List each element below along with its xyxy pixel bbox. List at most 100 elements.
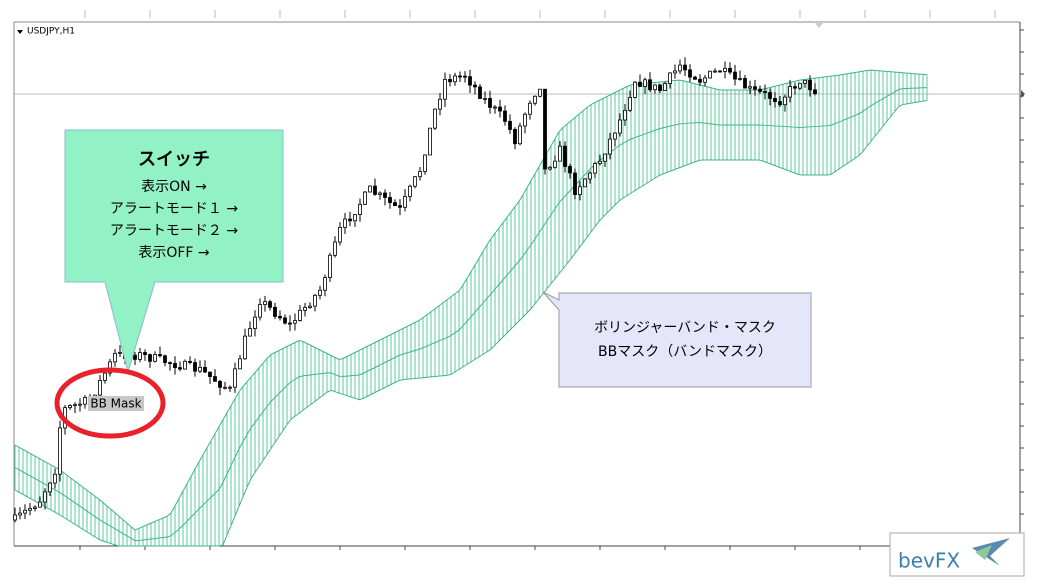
- candle-body: [448, 78, 452, 83]
- candle-body: [718, 70, 722, 73]
- candle-body: [473, 84, 477, 88]
- candle-body: [538, 88, 542, 97]
- candle-body: [683, 64, 687, 71]
- candle-body: [568, 166, 572, 174]
- candle-body: [763, 91, 767, 93]
- candle-body: [323, 277, 327, 291]
- candle-body: [228, 386, 232, 389]
- candle-body: [743, 78, 747, 89]
- candle-body: [403, 196, 407, 208]
- band-upper: [14, 69, 928, 531]
- candle-body: [658, 84, 662, 91]
- candle-body: [138, 352, 142, 360]
- candle-body: [438, 98, 442, 110]
- candle-body: [413, 176, 417, 187]
- candle-body: [423, 154, 427, 172]
- candle-body: [758, 88, 762, 92]
- candle-body: [248, 328, 252, 337]
- candle-body: [733, 71, 737, 80]
- callout-line: 表示ON →: [141, 179, 207, 195]
- callout-line: ボリンジャーバンド・マスク: [594, 320, 776, 336]
- bb-mask-button[interactable]: BB Mask: [88, 396, 144, 411]
- candle-body: [493, 106, 497, 109]
- callout-box: [64, 129, 284, 374]
- candle-body: [618, 119, 622, 134]
- logo: bevFX: [889, 532, 1025, 577]
- candle-body: [108, 361, 112, 374]
- candle-body: [48, 482, 52, 493]
- candle-body: [98, 380, 102, 396]
- candle-body: [328, 254, 332, 278]
- candle-body: [13, 514, 17, 521]
- callout-line: 表示OFF →: [138, 245, 210, 261]
- candle-body: [233, 368, 237, 388]
- candle-body: [308, 305, 312, 308]
- candle-body: [198, 366, 202, 372]
- candle-body: [588, 172, 592, 180]
- candle-body: [663, 83, 667, 91]
- candle-body: [503, 110, 507, 122]
- candle-body: [338, 226, 342, 243]
- candle-body: [533, 95, 537, 104]
- candle-body: [768, 92, 772, 99]
- candle-body: [263, 301, 267, 305]
- candle-body: [548, 166, 552, 170]
- candle-body: [393, 202, 397, 207]
- candle-body: [78, 403, 82, 406]
- candle-body: [778, 101, 782, 106]
- candle-body: [173, 363, 177, 368]
- symbol-arrow: [17, 30, 23, 34]
- candle-body: [53, 473, 57, 484]
- candle-body: [363, 191, 367, 205]
- candle-body: [753, 86, 757, 90]
- candle-body: [738, 78, 742, 80]
- candle-body: [58, 427, 62, 475]
- candle-body: [678, 64, 682, 72]
- candle-body: [268, 301, 272, 308]
- candle-body: [428, 127, 432, 156]
- candle-body: [773, 98, 777, 102]
- candle-body: [703, 77, 707, 83]
- candle-body: [803, 79, 807, 84]
- logo-text: bevFX: [898, 549, 960, 573]
- button-label[interactable]: BB Mask: [90, 397, 141, 411]
- candle-body: [368, 185, 372, 193]
- candle-body: [118, 351, 122, 354]
- candle-body: [748, 86, 752, 89]
- candle-body: [298, 309, 302, 321]
- logo-box: [889, 532, 1025, 577]
- callout-line: BBマスク（バンドマスク）: [598, 344, 772, 360]
- candle-body: [813, 89, 817, 95]
- candle-body: [633, 81, 637, 98]
- candle-body: [698, 78, 702, 83]
- candle-body: [498, 106, 502, 112]
- candle-body: [358, 203, 362, 215]
- callout-title: スイッチ: [138, 149, 210, 170]
- candle-body: [68, 405, 72, 409]
- candle-body: [558, 145, 562, 162]
- button-bg[interactable]: [88, 396, 144, 411]
- candle-body: [443, 78, 447, 100]
- candle-body: [608, 138, 612, 155]
- candle-body: [483, 98, 487, 100]
- candle-body: [728, 67, 732, 73]
- candle-body: [518, 125, 522, 145]
- candle-body: [408, 185, 412, 197]
- candle-body: [653, 84, 657, 91]
- candles: [13, 57, 817, 523]
- candle-body: [348, 218, 352, 222]
- candle-body: [153, 354, 157, 362]
- candle-body: [453, 75, 457, 83]
- candle-body: [798, 82, 802, 89]
- candle-body: [628, 97, 632, 111]
- candle-body: [168, 362, 172, 364]
- candle-body: [373, 185, 377, 195]
- candle-body: [163, 355, 167, 363]
- candle-body: [303, 307, 307, 311]
- candle-body: [488, 98, 492, 108]
- candle-body: [343, 218, 347, 228]
- candle-body: [418, 171, 422, 178]
- candle-body: [218, 380, 222, 388]
